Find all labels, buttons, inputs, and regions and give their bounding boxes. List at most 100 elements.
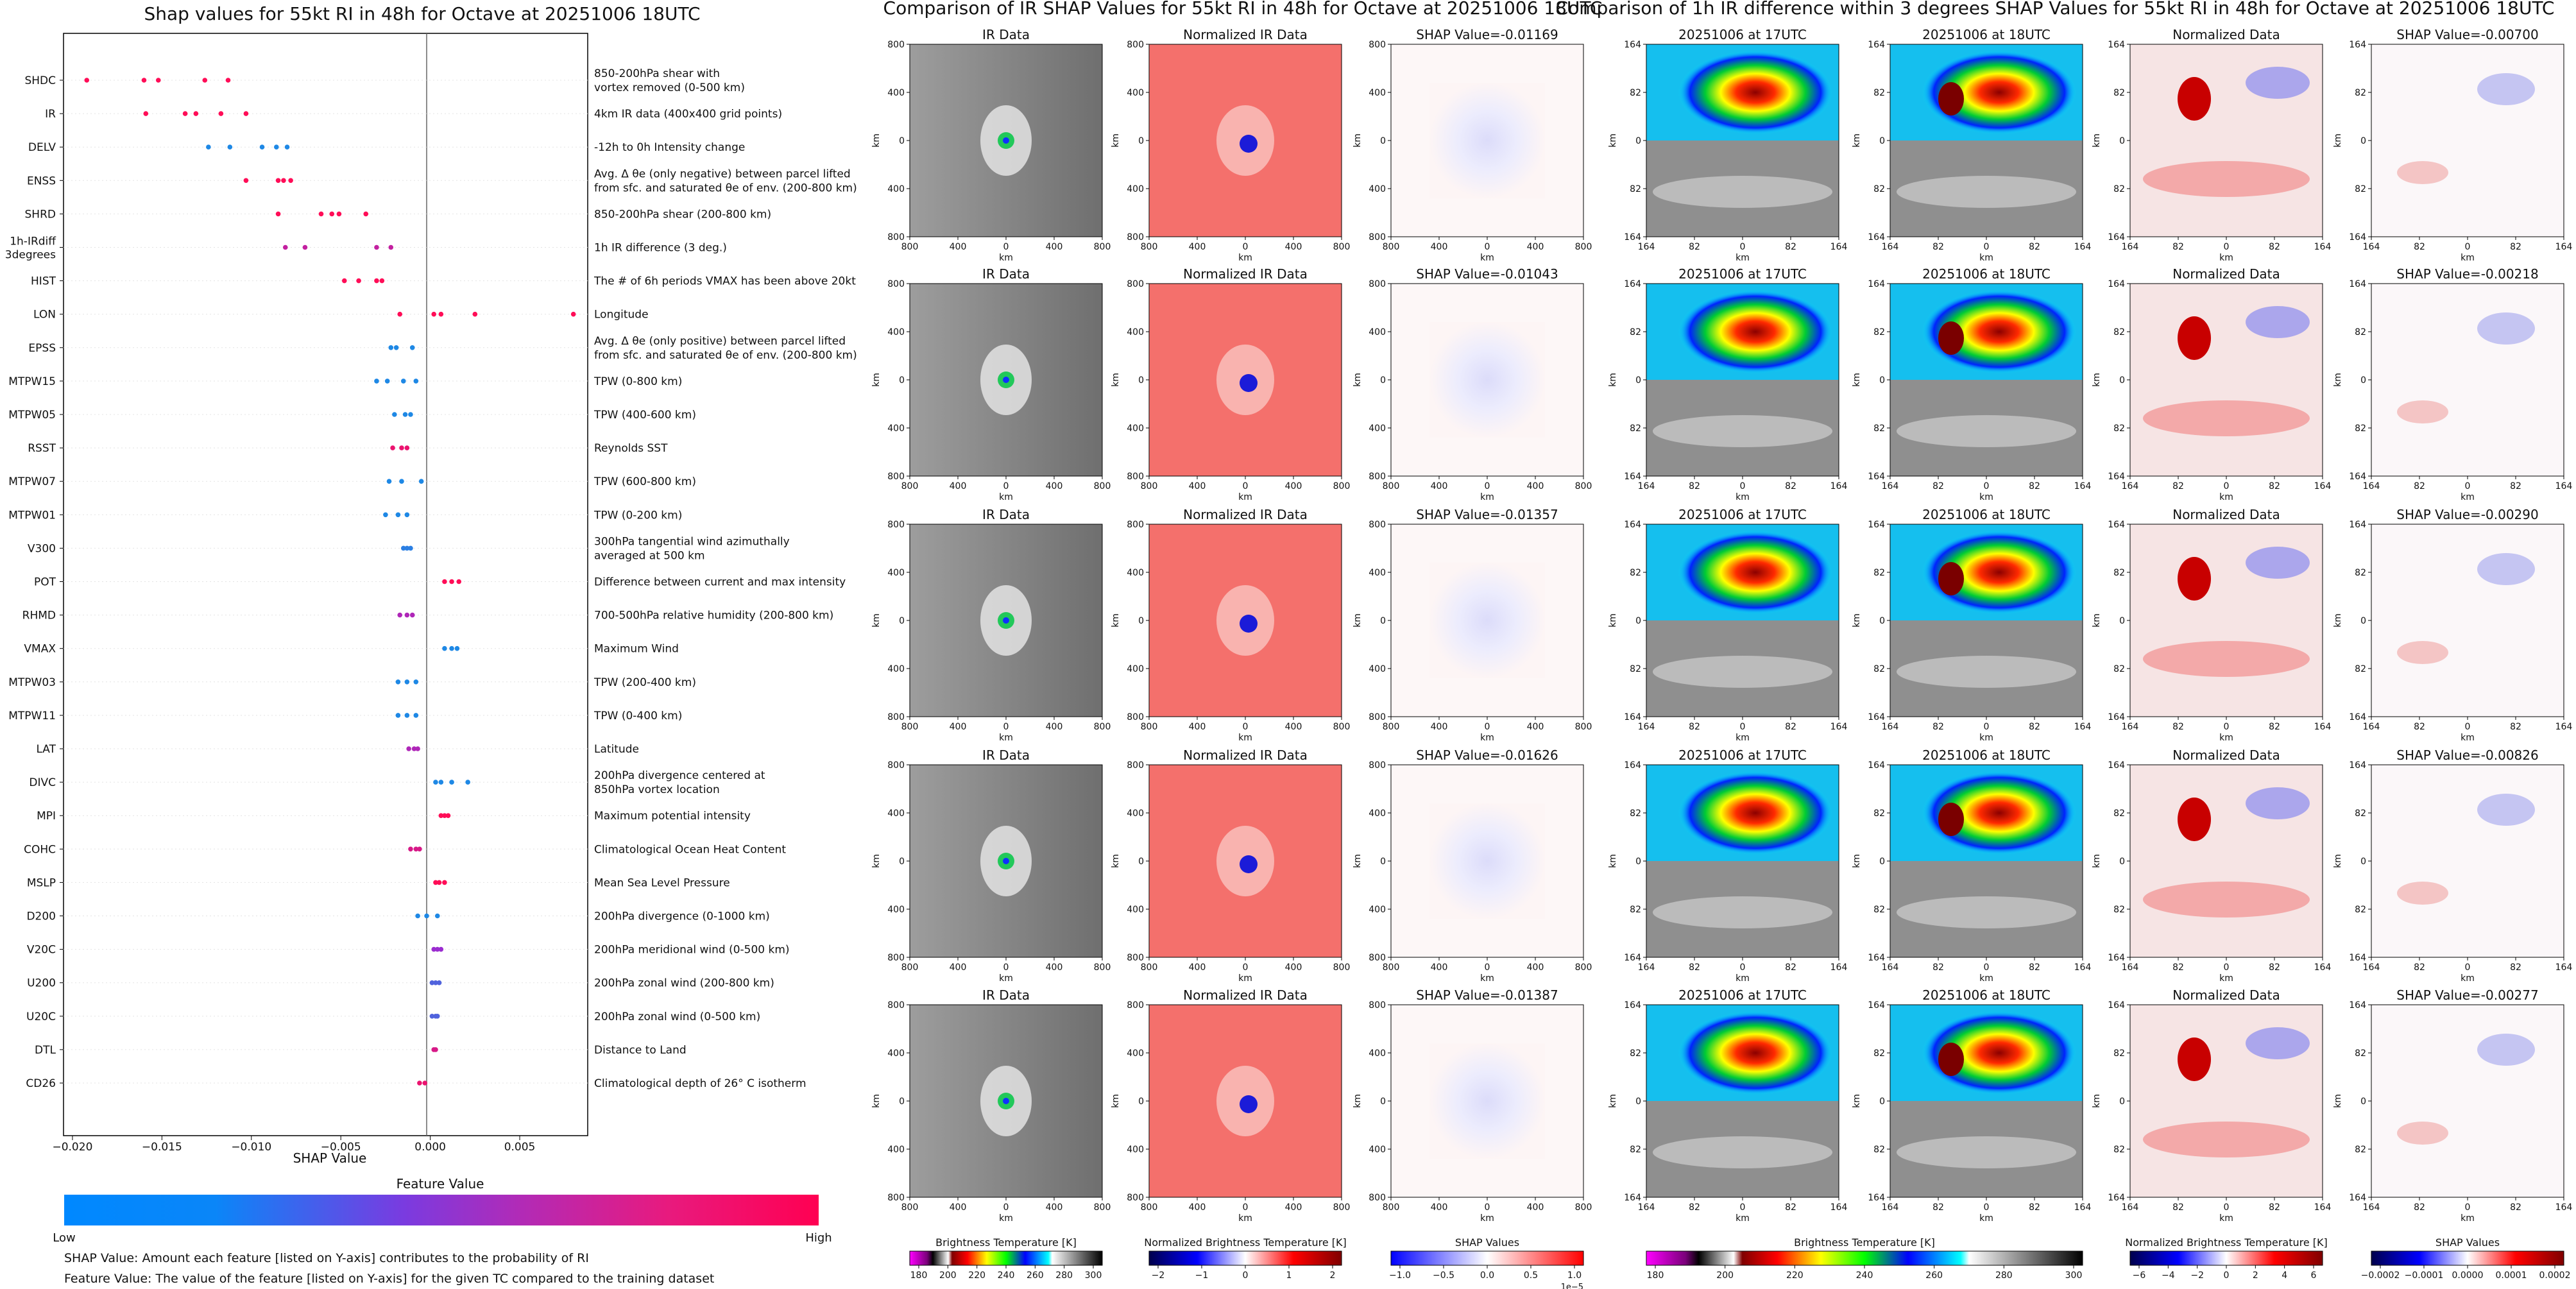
colorbar-tick-label: 0.0 bbox=[1480, 1270, 1494, 1281]
ytick-label: 800 bbox=[887, 1193, 905, 1203]
shap-point bbox=[408, 545, 413, 551]
feature-description: Maximum Wind bbox=[594, 643, 679, 656]
feature-description: 300hPa tangential wind azimuthally averag… bbox=[594, 535, 790, 562]
storm-core bbox=[1678, 1011, 1832, 1095]
xtick-label: 82 bbox=[1932, 242, 1944, 252]
xlabel-km: km bbox=[1480, 253, 1494, 263]
feature-description: Distance to Land bbox=[594, 1044, 687, 1057]
ytick-label: 400 bbox=[887, 88, 905, 98]
ytick-label: 164 bbox=[1624, 472, 1641, 482]
feature-description: 200hPa zonal wind (0-500 km) bbox=[594, 1011, 760, 1023]
panel-title-normalized-ir: Normalized IR Data bbox=[1183, 266, 1308, 282]
ir-brightness-colorbar bbox=[909, 1251, 1103, 1266]
ylabel-km: km bbox=[1608, 854, 1618, 868]
shap-point bbox=[456, 579, 462, 585]
ytick-label: 82 bbox=[1630, 184, 1641, 194]
normalized-cold-region bbox=[2246, 1027, 2310, 1059]
shap-point bbox=[413, 713, 419, 718]
shap-diff-positive bbox=[2397, 641, 2448, 664]
xtick-label: −0.005 bbox=[321, 1141, 361, 1154]
shap-diff-image bbox=[2371, 524, 2564, 717]
normalized-hot-region bbox=[2178, 316, 2211, 360]
colorbar-tick-label: 6 bbox=[2311, 1270, 2317, 1281]
feature-name: DIVC bbox=[29, 776, 56, 789]
ytick-label: 164 bbox=[1868, 472, 1885, 482]
ytick-label: 400 bbox=[1369, 568, 1386, 578]
feature-name: RHMD bbox=[22, 610, 56, 622]
ylabel-km: km bbox=[1608, 373, 1618, 387]
colorbar-tick-label: 280 bbox=[1995, 1270, 2013, 1281]
ytick-label: 164 bbox=[2108, 279, 2125, 289]
feature-description: Climatological depth of 26° C isotherm bbox=[594, 1077, 806, 1090]
ytick-label: 164 bbox=[1868, 953, 1885, 963]
feature-description: 200hPa zonal wind (200-800 km) bbox=[594, 977, 774, 990]
panel-title-shap-ir: SHAP Value=-0.01626 bbox=[1416, 747, 1558, 763]
shap-point bbox=[400, 379, 406, 384]
normalized-cold-region bbox=[2246, 787, 2310, 819]
storm-core bbox=[1678, 531, 1832, 614]
footnote-feature-value: Feature Value: The value of the feature … bbox=[64, 1272, 714, 1286]
xlabel-km: km bbox=[2461, 253, 2475, 263]
ytick-label: 400 bbox=[1127, 423, 1144, 434]
shap-point bbox=[384, 379, 390, 384]
ylabel-km: km bbox=[1852, 613, 1862, 627]
ytick-label: 164 bbox=[2108, 1193, 2125, 1203]
xlabel-km: km bbox=[2461, 492, 2475, 502]
colorbar-tick-label: 0.0000 bbox=[2452, 1270, 2484, 1281]
ytick-label: 82 bbox=[1873, 905, 1885, 915]
feature-description: Avg. Δ θe (only positive) between parcel… bbox=[594, 335, 857, 362]
feature-name: DTL bbox=[35, 1044, 56, 1057]
xtick-label: 0 bbox=[1984, 962, 1990, 973]
xtick-label: 164 bbox=[1830, 242, 1848, 252]
ytick-label: 800 bbox=[887, 520, 905, 530]
ylabel-km: km bbox=[871, 373, 882, 387]
ytick-label: 164 bbox=[2349, 40, 2366, 50]
ytick-label: 164 bbox=[2108, 472, 2125, 482]
xlabel-km: km bbox=[1979, 492, 1993, 502]
xtick-label: 800 bbox=[1141, 722, 1158, 732]
colorbar-tick-label: 2 bbox=[2253, 1270, 2258, 1281]
shap-point bbox=[408, 412, 413, 417]
shap-point bbox=[356, 278, 361, 284]
xlabel-km: km bbox=[2219, 253, 2233, 263]
shap-point bbox=[386, 479, 392, 484]
shap-point bbox=[397, 612, 403, 618]
ytick-label: 800 bbox=[887, 232, 905, 243]
feature-description: Longitude bbox=[594, 309, 649, 321]
storm-hot-tower bbox=[1938, 562, 1964, 595]
normalized-core bbox=[1240, 615, 1258, 633]
ytick-label: 400 bbox=[1369, 1048, 1386, 1059]
xtick-label: 800 bbox=[1094, 242, 1111, 252]
shap-point bbox=[449, 579, 454, 585]
xlabel-km: km bbox=[1480, 733, 1494, 743]
ytick-label: 0 bbox=[1879, 616, 1885, 626]
feature-description: TPW (600-800 km) bbox=[593, 475, 696, 488]
feature-name: SHDC bbox=[24, 74, 56, 87]
cloud-streak bbox=[1653, 656, 1832, 688]
ylabel-km: km bbox=[1852, 1094, 1862, 1108]
xtick-label: 400 bbox=[1189, 1202, 1206, 1213]
panel-title-normalized-data: Normalized Data bbox=[2172, 747, 2280, 763]
shap-point bbox=[445, 813, 451, 818]
ytick-label: 0 bbox=[2360, 857, 2366, 867]
panel-title-shap-ir: SHAP Value=-0.01169 bbox=[1416, 27, 1558, 42]
xtick-label: 400 bbox=[1527, 1202, 1544, 1213]
ytick-label: 800 bbox=[1369, 712, 1386, 722]
ytick-label: 164 bbox=[2349, 279, 2366, 289]
ytick-label: 82 bbox=[2113, 664, 2125, 674]
ytick-label: 400 bbox=[1369, 1145, 1386, 1155]
feature-name: MTPW07 bbox=[8, 475, 56, 488]
diff-brightness-colorbar bbox=[1646, 1251, 2083, 1266]
xlabel-km: km bbox=[1238, 253, 1252, 263]
xtick-label: 800 bbox=[1094, 722, 1111, 732]
shap-point bbox=[433, 1047, 438, 1052]
xtick-label: 800 bbox=[1575, 722, 1592, 732]
colorbar-tick-label: 2 bbox=[1330, 1270, 1336, 1281]
panel-title-ir: IR Data bbox=[982, 507, 1030, 522]
ytick-label: 164 bbox=[2349, 232, 2366, 243]
xtick-label: 400 bbox=[1527, 242, 1544, 252]
feature-description: 700-500hPa relative humidity (200-800 km… bbox=[594, 610, 833, 622]
panel-title-ir: IR Data bbox=[982, 747, 1030, 763]
shap-ir-field bbox=[1429, 1043, 1545, 1159]
panel-title-shap-ir: SHAP Value=-0.01387 bbox=[1416, 987, 1558, 1003]
